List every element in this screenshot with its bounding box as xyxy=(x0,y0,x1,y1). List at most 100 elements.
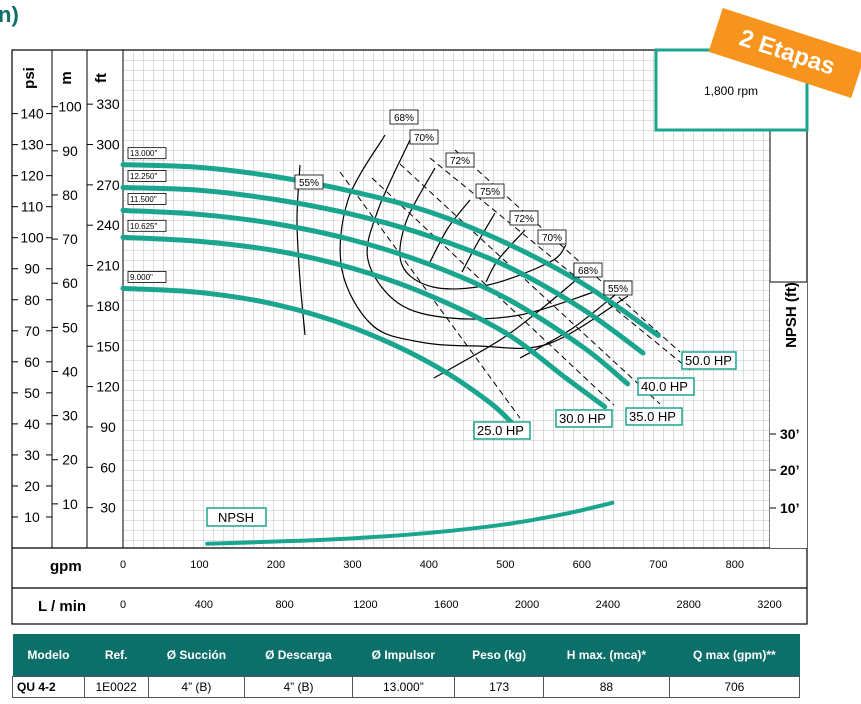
psi-tick: 80 xyxy=(24,292,40,308)
psi-tick: 50 xyxy=(24,385,40,401)
psi-axis-label: psi xyxy=(21,67,38,89)
hp-label: 25.0 HP xyxy=(477,423,524,438)
m-tick: 30 xyxy=(62,408,78,424)
efficiency-label: 72% xyxy=(450,156,470,167)
efficiency-label: 72% xyxy=(514,214,534,225)
ft-tick: 30 xyxy=(100,500,116,516)
spec-header-cell: H max. (mca)* xyxy=(543,634,670,677)
page-title: n) xyxy=(0,2,19,27)
gpm-tick: 0 xyxy=(120,559,126,571)
psi-tick: 10 xyxy=(24,509,40,525)
ft-tick: 90 xyxy=(100,419,116,435)
m-tick: 60 xyxy=(62,275,78,291)
efficiency-curve xyxy=(399,167,567,290)
spec-header-cell: Ø Impulsor xyxy=(352,634,455,677)
psi-tick: 100 xyxy=(20,230,44,246)
npsh-tick: 20’ xyxy=(780,462,799,478)
psi-tick: 90 xyxy=(24,261,40,277)
efficiency-tag xyxy=(389,109,419,125)
efficiency-curve xyxy=(461,212,496,273)
efficiency-label: 75% xyxy=(480,187,500,198)
m-axis-label: m xyxy=(58,71,75,84)
impeller-curve xyxy=(120,162,661,338)
m-tick: 80 xyxy=(62,187,78,203)
efficiency-tag xyxy=(445,152,475,168)
m-tick: 90 xyxy=(62,143,78,159)
psi-tick: 60 xyxy=(24,354,40,370)
efficiency-curve xyxy=(433,274,583,379)
npsh-curve xyxy=(205,500,615,546)
spec-header-cell: Ø Succión xyxy=(148,634,245,677)
spec-cell: 173 xyxy=(454,676,545,698)
spec-header-cell: Ø Descarga xyxy=(244,634,353,677)
psi-tick: 40 xyxy=(24,416,40,432)
spec-table: Modelo Ref. Ø Succión Ø Descarga Ø Impulsor P… xyxy=(12,634,801,698)
spec-header-cell: Modelo xyxy=(12,634,85,677)
spec-cell: QU 4-2 xyxy=(12,676,85,698)
lmin-tick: 1600 xyxy=(434,599,458,611)
psi-tick: 130 xyxy=(20,137,44,153)
diameter-tag xyxy=(127,147,167,160)
psi-tick: 120 xyxy=(20,168,44,184)
ft-tick: 210 xyxy=(96,258,120,274)
efficiency-label: 55% xyxy=(299,178,319,189)
spec-header-cell: Ref. xyxy=(84,634,149,677)
hp-line xyxy=(399,163,661,405)
hp-label: 40.0 HP xyxy=(641,379,688,394)
lmin-tick: 400 xyxy=(195,599,213,611)
efficiency-label: 68% xyxy=(578,266,598,277)
spec-cell: 13.000” xyxy=(351,676,456,698)
gpm-tick: 800 xyxy=(726,559,744,571)
ft-tick: 330 xyxy=(96,96,120,112)
efficiency-label: 70% xyxy=(542,233,562,244)
lmin-tick: 3200 xyxy=(757,599,781,611)
lmin-tick: 1200 xyxy=(353,599,377,611)
diameter-tag xyxy=(127,170,167,182)
m-tick: 20 xyxy=(62,452,78,468)
diameter-label: 9.000" xyxy=(130,273,153,282)
gpm-tick: 100 xyxy=(190,559,208,571)
m-tick: 50 xyxy=(62,319,78,335)
npsh-axis-label: NPSH (ft) xyxy=(783,282,800,348)
diameter-tag xyxy=(127,219,167,232)
gpm-tick: 200 xyxy=(267,559,285,571)
efficiency-tag xyxy=(509,210,539,226)
efficiency-curve xyxy=(339,134,629,349)
ft-tick: 60 xyxy=(100,459,116,475)
ft-tick: 150 xyxy=(96,338,120,354)
gpm-tick: 600 xyxy=(573,559,591,571)
hp-tag xyxy=(637,377,695,396)
spec-header-cell: Q max (gpm)** xyxy=(669,634,800,677)
lmin-tick: 800 xyxy=(275,599,293,611)
diameter-label: 11.500" xyxy=(130,195,157,204)
ft-tick: 120 xyxy=(96,379,120,395)
efficiency-label: 68% xyxy=(394,113,414,124)
diameter-label: 10.625" xyxy=(130,222,157,231)
hp-tag xyxy=(625,407,683,426)
rpm-label: 1,800 rpm xyxy=(704,84,758,98)
ft-axis-label: ft xyxy=(93,73,110,83)
efficiency-curve xyxy=(366,139,595,320)
spec-cell: 1E0022 xyxy=(83,676,149,698)
gpm-tick: 700 xyxy=(649,559,667,571)
impeller-curve xyxy=(120,234,608,410)
m-tick: 40 xyxy=(62,363,78,379)
spec-cell: 4” (B) xyxy=(244,676,353,698)
npsh-tick: 10’ xyxy=(780,500,799,516)
psi-tick: 110 xyxy=(21,199,44,215)
efficiency-tag xyxy=(409,129,439,145)
hp-label: 50.0 HP xyxy=(685,353,732,368)
hp-tag xyxy=(473,421,531,440)
spec-cell: 706 xyxy=(668,676,801,698)
gpm-tick: 500 xyxy=(496,559,514,571)
efficiency-label: 55% xyxy=(608,284,628,295)
efficiency-tag xyxy=(573,262,603,278)
diameter-tag xyxy=(127,271,167,283)
lmin-tick: 2800 xyxy=(676,599,700,611)
psi-tick: 140 xyxy=(20,106,44,122)
diameter-tag xyxy=(127,193,167,205)
hp-label: 35.0 HP xyxy=(629,409,676,424)
lmin-tick: 2000 xyxy=(515,599,539,611)
plot-area xyxy=(122,49,771,549)
hp-line xyxy=(429,157,691,371)
